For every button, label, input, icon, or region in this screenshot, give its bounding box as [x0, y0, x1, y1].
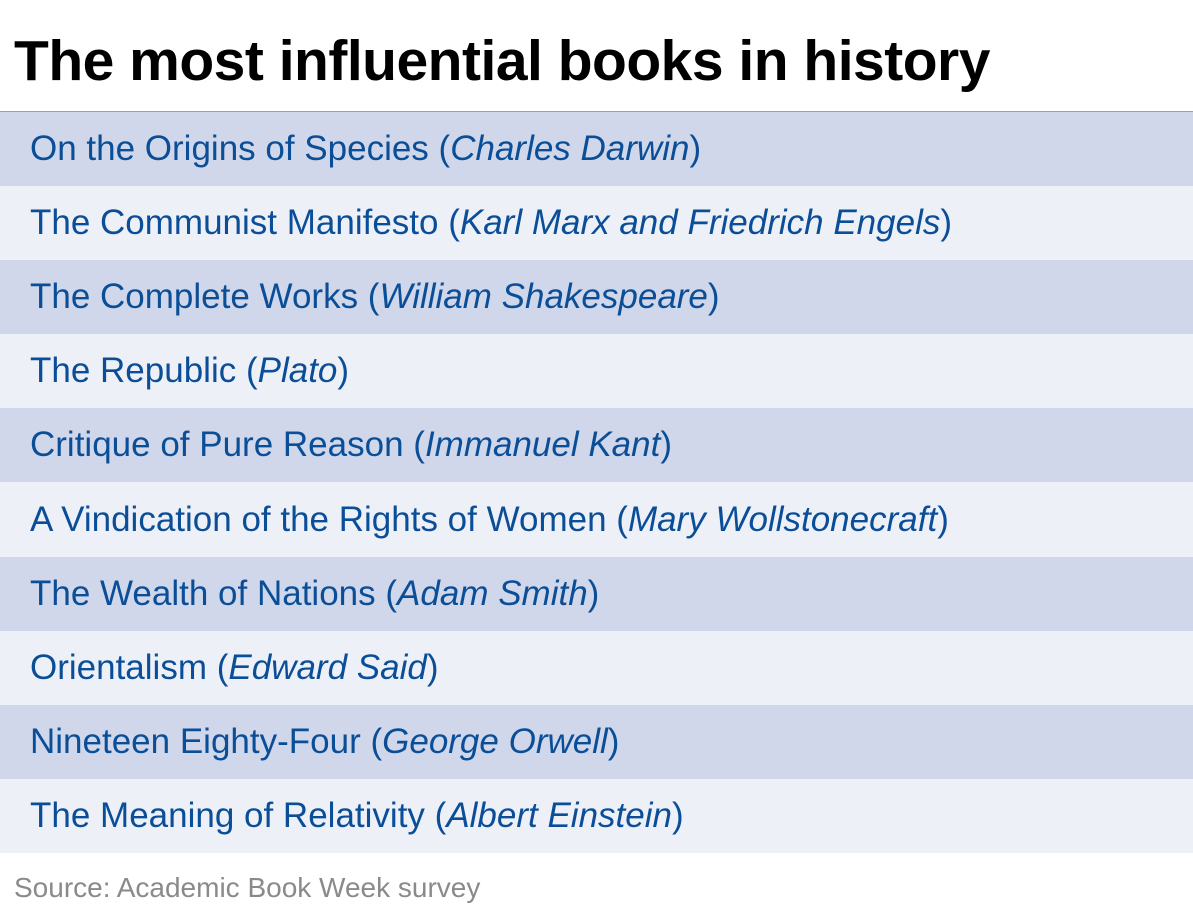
table-row: The Wealth of Nations (Adam Smith)	[0, 556, 1193, 631]
books-table: On the Origins of Species (Charles Darwi…	[0, 112, 1193, 853]
table-row: Orientalism (Edward Said)	[0, 630, 1193, 705]
book-title: The Complete Works	[30, 277, 359, 317]
divider	[0, 111, 1193, 112]
book-title: The Wealth of Nations	[30, 573, 376, 613]
book-title: Orientalism	[30, 647, 207, 687]
table-row: The Republic (Plato)	[0, 334, 1193, 409]
book-title: A Vindication of the Rights of Women	[30, 499, 607, 539]
table-row: The Communist Manifesto (Karl Marx and F…	[0, 186, 1193, 261]
book-author: George Orwell	[382, 721, 608, 761]
table-row: On the Origins of Species (Charles Darwi…	[0, 112, 1193, 187]
book-author: Albert Einstein	[446, 795, 672, 835]
book-author: Edward Said	[228, 647, 427, 687]
book-author: Karl Marx and Friedrich Engels	[459, 203, 941, 243]
book-title: Nineteen Eighty-Four	[30, 721, 361, 761]
book-title: Critique of Pure Reason	[30, 425, 404, 465]
book-title: The Meaning of Relativity	[30, 795, 425, 835]
table-row: The Meaning of Relativity (Albert Einste…	[0, 778, 1193, 853]
book-author: Adam Smith	[397, 573, 588, 613]
table-row: Nineteen Eighty-Four (George Orwell)	[0, 704, 1193, 779]
page-title: The most influential books in history	[14, 29, 990, 93]
book-author: Mary Wollstonecraft	[627, 499, 938, 539]
book-author: Immanuel Kant	[424, 425, 661, 465]
table-row: A Vindication of the Rights of Women (Ma…	[0, 482, 1193, 557]
table-row: Critique of Pure Reason (Immanuel Kant)	[0, 408, 1193, 483]
book-title: The Republic	[30, 351, 237, 391]
table-row: The Complete Works (William Shakespeare)	[0, 260, 1193, 335]
book-title: On the Origins of Species	[30, 129, 429, 169]
book-title: The Communist Manifesto	[30, 203, 439, 243]
book-author: William Shakespeare	[379, 277, 708, 317]
book-author: Plato	[257, 351, 338, 391]
source-note: Source: Academic Book Week survey	[14, 872, 481, 903]
book-author: Charles Darwin	[450, 129, 690, 169]
